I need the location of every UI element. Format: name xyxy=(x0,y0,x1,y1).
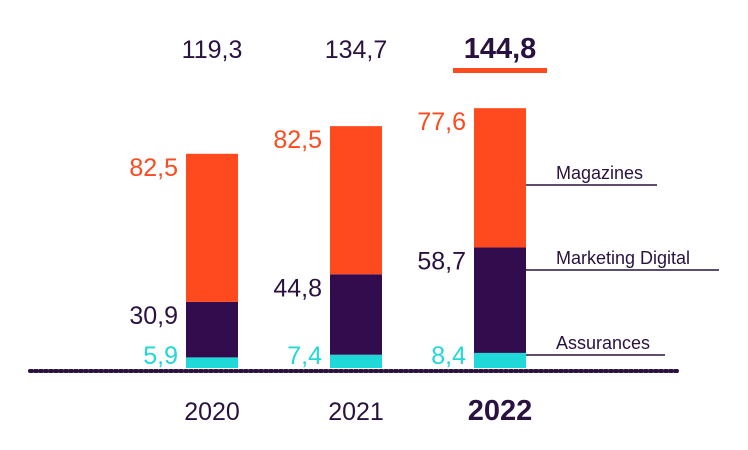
x-tick-label-2021: 2021 xyxy=(328,398,384,426)
legend-label-marketing-digital: Marketing Digital xyxy=(556,248,690,268)
bar-marketing-digital-2020 xyxy=(186,301,238,358)
data-label-marketing-digital-2021: 44,8 xyxy=(273,274,322,302)
data-label-magazines-2021: 82,5 xyxy=(273,126,322,154)
data-label-marketing-digital-2020: 30,9 xyxy=(129,302,178,330)
bar-assurances-2022 xyxy=(474,352,526,368)
total-label-2021: 134,7 xyxy=(325,36,388,64)
bar-assurances-2020 xyxy=(186,357,238,368)
data-label-assurances-2022: 8,4 xyxy=(431,342,466,370)
x-tick-label-2020: 2020 xyxy=(184,398,240,426)
total-label-2020: 119,3 xyxy=(182,36,243,64)
bar-magazines-2020 xyxy=(186,153,238,302)
bar-magazines-2022 xyxy=(474,108,526,248)
data-label-marketing-digital-2022: 58,7 xyxy=(417,248,466,276)
total-label-2022: 144,8 xyxy=(464,33,537,65)
total-underline-2022 xyxy=(453,68,547,73)
bar-marketing-digital-2022 xyxy=(474,247,526,353)
legend-label-magazines: Magazines xyxy=(556,163,643,183)
data-label-assurances-2020: 5,9 xyxy=(143,342,178,370)
bar-assurances-2021 xyxy=(330,354,382,368)
data-label-magazines-2020: 82,5 xyxy=(129,154,178,182)
data-label-assurances-2021: 7,4 xyxy=(287,342,322,370)
bar-marketing-digital-2021 xyxy=(330,274,382,355)
data-label-magazines-2022: 77,6 xyxy=(417,108,466,136)
bar-magazines-2021 xyxy=(330,126,382,275)
x-tick-label-2022: 2022 xyxy=(468,395,533,427)
legend-label-assurances: Assurances xyxy=(556,333,650,353)
